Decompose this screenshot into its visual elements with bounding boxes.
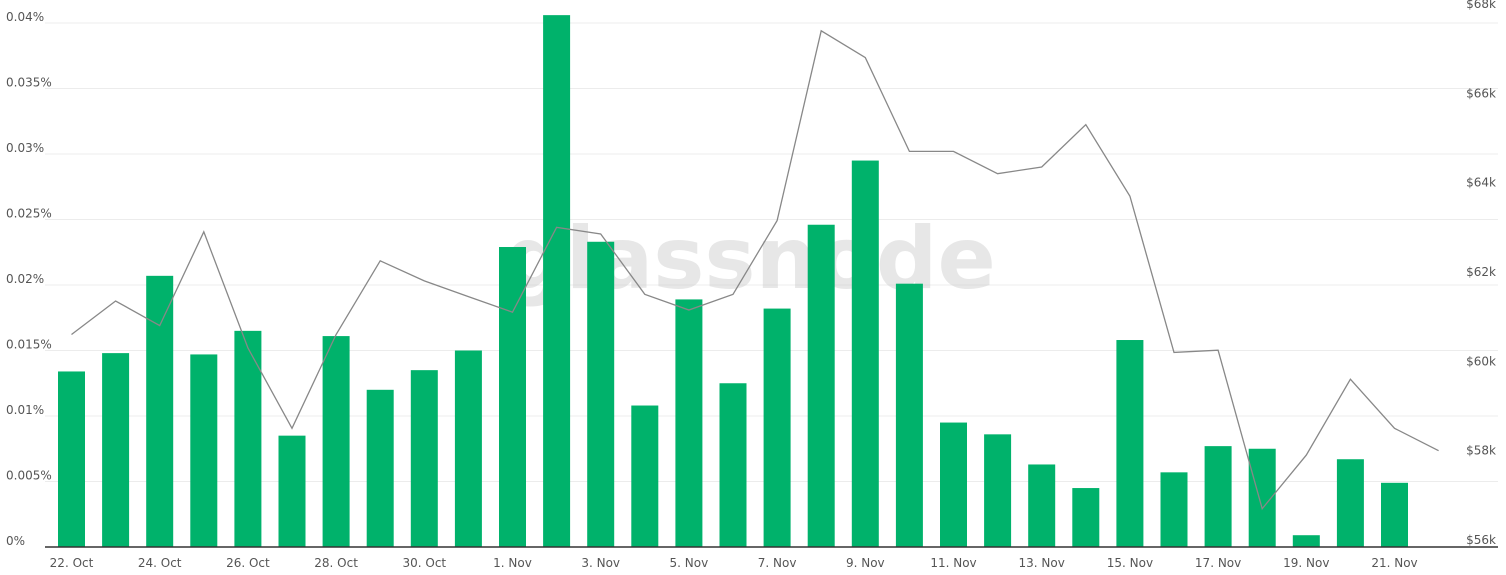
price-line-series <box>71 29 1439 511</box>
x-tick-label: 17. Nov <box>1195 556 1241 570</box>
x-tick-label: 21. Nov <box>1371 556 1417 570</box>
bar <box>1336 459 1364 547</box>
x-tick-label: 28. Oct <box>314 556 358 570</box>
right-y-tick-label: $60k <box>1466 354 1496 368</box>
x-tick-label: 5. Nov <box>670 556 709 570</box>
x-tick-label: 1. Nov <box>493 556 532 570</box>
bar <box>410 370 438 547</box>
bar <box>146 275 174 547</box>
bar <box>1072 488 1100 547</box>
bar <box>1381 482 1408 547</box>
right-y-tick-label: $62k <box>1466 265 1496 279</box>
x-tick-label: 24. Oct <box>138 556 182 570</box>
right-y-tick-label: $64k <box>1466 176 1496 190</box>
bar <box>234 330 262 547</box>
left-y-tick-label: 0.015% <box>6 338 52 352</box>
left-y-tick-label: 0.04% <box>6 10 44 24</box>
x-tick-label: 3. Nov <box>581 556 620 570</box>
left-y-tick-label: 0.035% <box>6 76 52 90</box>
left-y-tick-label: 0.025% <box>6 207 52 221</box>
bar <box>58 371 85 547</box>
bar <box>322 336 350 547</box>
bar <box>851 160 879 548</box>
bar <box>719 383 747 547</box>
x-axis: 22. Oct 24. Oct 26. Oct 28. Oct 30. Oct 1. No… <box>50 556 1418 570</box>
x-tick-label: 13. Nov <box>1019 556 1065 570</box>
right-y-tick-label: $58k <box>1466 444 1496 458</box>
left-y-tick-label: 0.03% <box>6 141 44 155</box>
x-tick-label: 19. Nov <box>1283 556 1329 570</box>
bar <box>631 405 659 547</box>
bar <box>763 308 791 547</box>
bar-series <box>58 15 1408 548</box>
bar <box>366 389 394 547</box>
bar <box>1160 472 1188 547</box>
bar <box>499 247 526 547</box>
right-y-tick-label: $56k <box>1466 533 1496 547</box>
price-line <box>71 29 1439 511</box>
x-tick-label: 30. Oct <box>402 556 446 570</box>
right-y-axis: $56k $58k $60k $62k $64k $66k $68k <box>1466 0 1496 547</box>
bar <box>1292 535 1320 547</box>
left-y-tick-label: 0.01% <box>6 403 44 417</box>
bar <box>587 241 615 547</box>
left-y-tick-label: 0.02% <box>6 272 44 286</box>
bar <box>1204 446 1232 547</box>
x-tick-label: 7. Nov <box>758 556 797 570</box>
right-y-tick-label: $68k <box>1466 0 1496 11</box>
bar <box>940 422 967 547</box>
bar <box>895 283 923 547</box>
bar <box>102 353 130 547</box>
bar <box>807 224 835 548</box>
bar <box>543 15 571 547</box>
bar <box>454 350 482 547</box>
x-tick-label: 15. Nov <box>1107 556 1153 570</box>
bar <box>278 435 306 547</box>
bar <box>1116 340 1144 547</box>
left-y-tick-label: 0% <box>6 534 25 548</box>
bar <box>190 354 218 547</box>
left-y-tick-label: 0.005% <box>6 469 52 483</box>
x-tick-label: 22. Oct <box>50 556 94 570</box>
bar <box>1028 464 1056 547</box>
left-y-axis: 0% 0.005% 0.01% 0.015% 0.02% 0.025% 0.03% 0.035… <box>6 10 52 548</box>
bar <box>675 299 703 547</box>
x-tick-label: 26. Oct <box>226 556 270 570</box>
x-tick-label: 9. Nov <box>846 556 885 570</box>
x-tick-label: 11. Nov <box>930 556 976 570</box>
bar <box>984 434 1012 547</box>
right-y-tick-label: $66k <box>1466 86 1496 100</box>
